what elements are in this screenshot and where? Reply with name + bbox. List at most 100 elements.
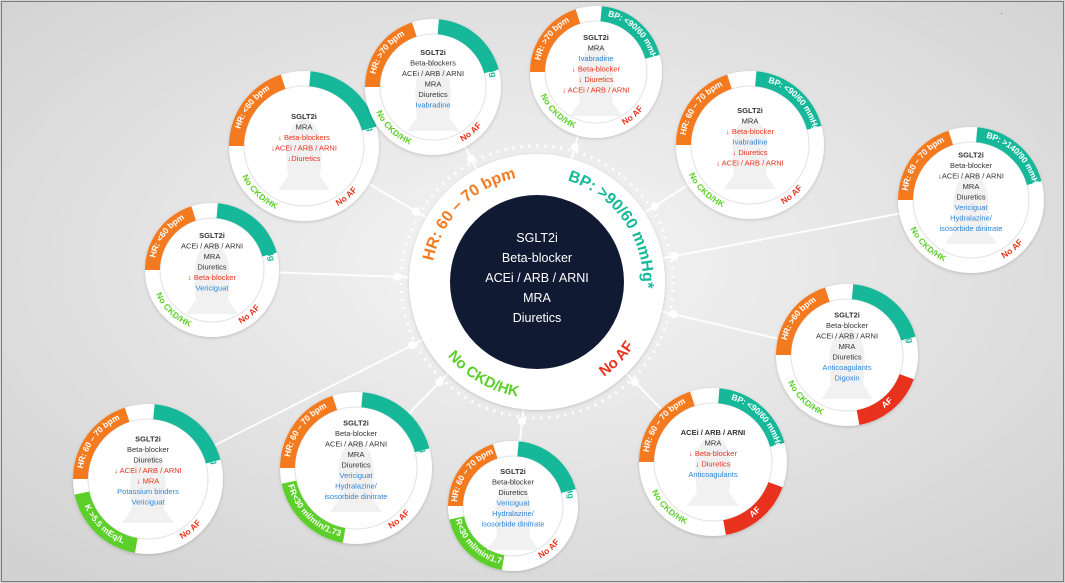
node-drug-item: ↓ ACEi / ARB / ARNI xyxy=(716,158,784,167)
hub-dotted-ring xyxy=(399,144,675,420)
node-drug-item: ACEi / ARB / ARNI xyxy=(402,69,464,78)
bp-band xyxy=(437,19,499,74)
node-drug-item: isosorbide dinitrate xyxy=(940,224,1003,233)
central-hub: HR: 60 – 70 bpm BP: >90/60 mmHg*No CKD/HK… xyxy=(399,144,675,420)
renal-band xyxy=(74,491,138,553)
node-drug-item: Diuretics xyxy=(498,488,527,497)
node-drug-item: ACEi / ARB / ARNI xyxy=(681,428,745,437)
node-drug-item: ↓ Diuretics xyxy=(695,460,730,469)
node-drug-item: MRA xyxy=(348,450,365,459)
node-drug-item: MRA xyxy=(425,79,442,88)
node-drug-item: Ivabradine xyxy=(415,100,450,109)
node-drug-item: ↓ Diuretics xyxy=(732,148,767,157)
node-drug-item: Hydralazine/ xyxy=(335,481,378,490)
node-drug-item: ACEi / ARB / ARNI xyxy=(181,241,243,250)
node-drug-item: ACEi / ARB / ARNI xyxy=(325,439,387,448)
hr-band xyxy=(365,22,417,88)
connector-dot xyxy=(408,341,417,350)
node-drug-item: Vericiguat xyxy=(196,283,230,292)
node-drug-item: Vericiguat xyxy=(340,471,374,480)
node-drug-item: isosorbide dinitrate xyxy=(325,492,388,501)
node-drug-item: ↓Diuretics xyxy=(288,154,321,163)
hr-band xyxy=(145,206,196,270)
node-drug-item: ↓ Beta-blocker xyxy=(726,127,774,136)
node-drug-item: Anticoagulants xyxy=(688,470,737,479)
node-drug-item: ↓ MRA xyxy=(137,477,160,486)
hub-drug-item: Beta-blocker xyxy=(502,251,572,265)
hr-band xyxy=(448,444,498,506)
hr-band xyxy=(280,395,338,468)
hub-drug-item: SGLT2i xyxy=(516,231,557,245)
node-drug-item: Vericiguat xyxy=(497,498,531,507)
hr-band xyxy=(676,74,732,145)
renal-band xyxy=(281,480,346,543)
af-band xyxy=(723,482,783,535)
node-drug-item: Diuretics xyxy=(832,353,861,362)
bp-band xyxy=(755,71,822,130)
node-drug-item: SGLT2i xyxy=(500,467,526,476)
node-drug-item: SGLT2i xyxy=(199,231,225,240)
af-band xyxy=(856,374,914,425)
node-drug-item: Beta-blocker xyxy=(335,429,378,438)
hr-band xyxy=(639,391,695,462)
node-drug-item: ↓ Beta-blocker xyxy=(188,273,236,282)
connector-dot xyxy=(393,272,402,281)
node-drug-item: MRA xyxy=(204,252,221,261)
head-silhouette-icon xyxy=(407,59,459,131)
hr-band xyxy=(229,74,286,146)
node-drug-item: Ivabradine xyxy=(578,54,613,63)
node-drug-item: MRA xyxy=(705,439,722,448)
node-drug-item: SGLT2i xyxy=(583,33,609,42)
node-drug-item: Vericiguat xyxy=(132,498,166,507)
node-drug-item: Diuretics xyxy=(956,192,985,201)
node-drug-item: Hydralazine/ xyxy=(492,509,535,518)
hub-drug-item: MRA xyxy=(523,291,551,305)
bp-band xyxy=(851,284,916,341)
hr-band xyxy=(530,9,581,72)
bp-band xyxy=(153,404,221,464)
node-drug-item: ↓ Diuretics xyxy=(578,75,613,84)
node-drug-item: Beta-blocker xyxy=(950,161,993,170)
node-drug-item: Vericiguat xyxy=(955,203,989,212)
node-drug-item: SGLT2i xyxy=(291,112,317,121)
head-silhouette-icon xyxy=(945,172,997,244)
bp-band xyxy=(718,388,785,447)
hub-drug-item: Diuretics xyxy=(513,311,562,325)
node-drug-item: ↓ Beta-blockers xyxy=(278,133,330,142)
node-drug-item: MRA xyxy=(839,342,856,351)
node-drug-item: MRA xyxy=(296,123,313,132)
bp-band xyxy=(216,203,277,257)
bp-band xyxy=(517,441,576,494)
connector-dot xyxy=(669,310,678,319)
head-silhouette-icon xyxy=(724,117,776,189)
node-drug-item: ↓ Beta-blocker xyxy=(572,64,620,73)
node-drug-item: Hydralazine/ xyxy=(950,213,993,222)
node-drug-item: SGLT2i xyxy=(343,418,369,427)
node-drug-item: MRA xyxy=(588,43,605,52)
node-drug-item: Beta-blocker xyxy=(826,321,869,330)
hub-core xyxy=(450,195,624,369)
corner-mark: · xyxy=(1000,8,1003,18)
connector-dot xyxy=(518,417,527,426)
node-drug-item: SGLT2i xyxy=(737,106,763,115)
node-drug-item: SGLT2i xyxy=(135,435,161,444)
node-drug-item: Ivabradine xyxy=(732,137,767,146)
head-silhouette-icon xyxy=(278,118,330,190)
node-drug-item: SGLT2i xyxy=(834,311,860,320)
node-drug-item: Diuretics xyxy=(133,456,162,465)
node-drug-item: Beta-blockers xyxy=(410,58,456,67)
head-silhouette-icon xyxy=(487,478,539,550)
node-drug-item: Diuretics xyxy=(341,460,370,469)
bp-band xyxy=(976,127,1042,185)
node-drug-item: ACEi / ARB / ARNI xyxy=(816,332,878,341)
renal-band xyxy=(449,516,505,571)
connector-dot xyxy=(570,143,579,152)
